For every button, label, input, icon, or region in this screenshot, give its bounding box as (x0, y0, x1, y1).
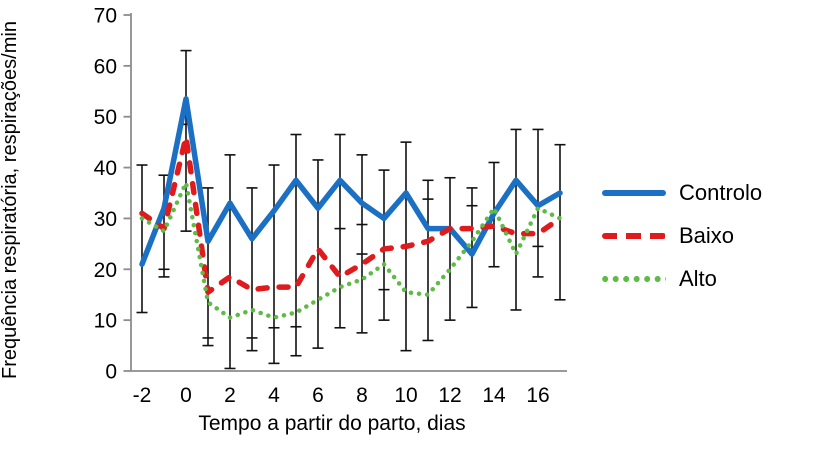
y-tick-label: 60 (94, 55, 117, 78)
legend-item-controlo: Controlo (602, 180, 762, 206)
x-tick-label: 4 (268, 384, 280, 407)
x-axis-title: Tempo a partir do parto, dias (198, 412, 465, 435)
y-tick-label: 50 (94, 106, 117, 129)
x-tick-label: 14 (482, 384, 506, 407)
legend-item-alto: Alto (602, 266, 762, 292)
series-line-controlo (139, 96, 563, 267)
y-tick-label: 70 (94, 5, 117, 28)
legend-item-baixo: Baixo (602, 223, 762, 249)
y-tick-label: 30 (94, 208, 117, 231)
x-tick-label: 10 (394, 384, 417, 407)
legend-line-dashed-swatch (602, 233, 666, 239)
series-line-alto (139, 180, 563, 320)
y-tick-label: 20 (94, 259, 117, 282)
x-tick-label: 16 (526, 384, 549, 407)
legend-line-dotted-swatch (602, 276, 666, 282)
legend-label-controlo: Controlo (679, 180, 763, 205)
x-tick-label: 8 (356, 384, 368, 407)
y-axis-title: Frequência respiratória, respirações/min (0, 21, 21, 379)
y-tick-label: 0 (105, 361, 117, 384)
x-tick-label: -2 (133, 384, 152, 407)
x-tick-label: 6 (312, 384, 324, 407)
series-line-baixo (139, 134, 563, 295)
legend-line-solid-swatch (602, 190, 666, 196)
y-tick-label: 10 (94, 310, 117, 333)
legend: Controlo Baixo Alto (602, 180, 762, 309)
legend-label-alto: Alto (679, 266, 717, 291)
y-tick-label: 40 (94, 157, 117, 180)
x-tick-label: 0 (180, 384, 192, 407)
legend-label-baixo: Baixo (679, 223, 735, 248)
x-tick-label: 2 (224, 384, 236, 407)
x-tick-label: 12 (438, 384, 461, 407)
